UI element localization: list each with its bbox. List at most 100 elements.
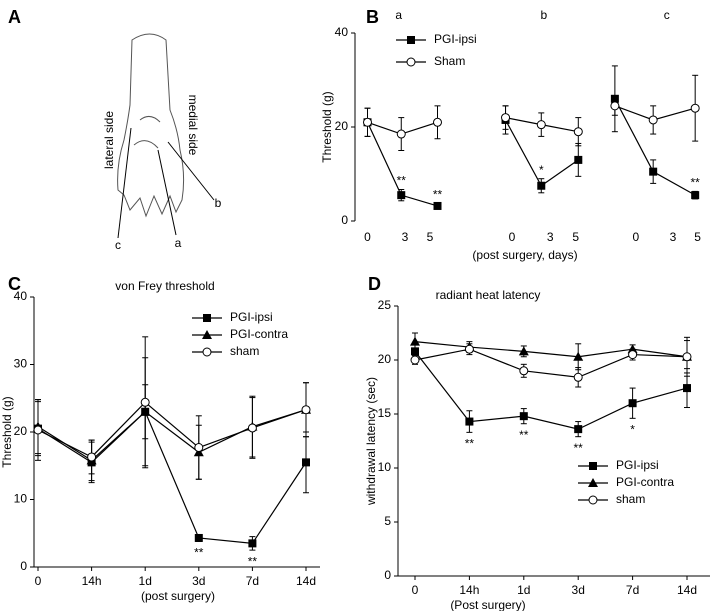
marker [194, 533, 203, 542]
marker [574, 425, 583, 434]
diagram-label: c [115, 238, 121, 252]
diagram-label: lateral side [102, 111, 116, 169]
y-tick-label: 30 [14, 357, 28, 371]
marker [410, 336, 420, 346]
marker [519, 412, 528, 421]
marker [140, 397, 150, 407]
marker [573, 351, 584, 361]
legend-label: sham [616, 492, 645, 506]
x-tick-label: 7d [626, 583, 639, 597]
x-axis-label: (post surgery, days) [472, 248, 577, 262]
series-line [37, 401, 307, 458]
annotation: ** [574, 441, 584, 455]
x-tick-label: 3 [547, 230, 554, 244]
panel-subtitle: b [540, 8, 547, 22]
paw-pads [133, 116, 161, 149]
annotation: ** [194, 546, 204, 560]
marker [433, 117, 442, 127]
marker [649, 167, 658, 176]
marker [628, 350, 638, 360]
legend-label: PGI-contra [230, 327, 288, 341]
marker [573, 127, 583, 137]
x-tick-label: 0 [633, 230, 640, 244]
marker [690, 103, 700, 113]
y-tick-label: 25 [378, 298, 392, 312]
x-tick-label: 5 [427, 230, 434, 244]
panel-subtitle: a [395, 8, 402, 22]
annotation: * [630, 422, 635, 436]
marker [411, 347, 419, 356]
paw-outline [117, 33, 185, 218]
x-tick-label: 14h [459, 583, 479, 597]
legend-marker [202, 330, 212, 339]
y-tick-label: 20 [335, 119, 349, 133]
marker [87, 452, 97, 462]
x-tick-label: 3 [402, 230, 409, 244]
x-tick-label: 0 [35, 574, 42, 588]
series-line [37, 410, 307, 545]
marker [691, 191, 700, 200]
legend-label: PGI-ipsi [434, 32, 477, 46]
diagram-label: a [175, 236, 182, 250]
panel-subtitle: c [664, 8, 670, 22]
pointer-line [167, 141, 215, 201]
x-tick-label: 3d [572, 583, 585, 597]
x-tick-label: 1d [139, 574, 152, 588]
panel-label: B [366, 7, 379, 27]
y-axis-label: withdrawal latency (sec) [364, 377, 378, 506]
legend-marker [407, 36, 415, 44]
y-tick-label: 0 [384, 568, 391, 582]
x-tick-label: 3 [670, 230, 677, 244]
x-tick-label: 14h [82, 574, 102, 588]
y-tick-label: 10 [378, 460, 392, 474]
marker [396, 129, 406, 139]
y-tick-label: 5 [384, 514, 391, 528]
marker [682, 352, 692, 362]
marker [501, 113, 511, 123]
marker [610, 101, 620, 111]
pointer-line [157, 149, 177, 236]
panel-label: D [368, 274, 381, 294]
annotation: * [539, 163, 544, 177]
legend-marker [406, 57, 416, 67]
paw-diagram [117, 33, 215, 239]
y-tick-label: 10 [14, 492, 28, 506]
x-tick-label: 14d [677, 583, 697, 597]
y-tick-label: 40 [14, 289, 28, 303]
marker [301, 405, 311, 415]
annotation: ** [397, 174, 407, 188]
x-tick-label: 14d [296, 574, 316, 588]
pointer-line [117, 127, 132, 239]
legend-label: sham [230, 344, 259, 358]
annotation: ** [519, 428, 529, 442]
x-tick-label: 0 [364, 230, 371, 244]
x-tick-label: 0 [509, 230, 516, 244]
annotation: ** [433, 187, 443, 201]
chart-title: radiant heat latency [436, 288, 541, 302]
series-line [414, 348, 688, 378]
marker [363, 117, 372, 127]
y-axis-label: Threshold (g) [320, 91, 334, 162]
marker [648, 115, 658, 125]
series-line [37, 409, 307, 462]
y-tick-label: 0 [20, 559, 27, 573]
marker [464, 344, 474, 354]
chart-title: von Frey threshold [115, 279, 214, 293]
legend-marker [589, 462, 597, 470]
legend-label: Sham [434, 54, 465, 68]
marker [518, 346, 529, 356]
panel-label: A [8, 7, 21, 27]
y-tick-label: 40 [335, 25, 349, 39]
x-tick-label: 1d [517, 583, 530, 597]
series-line [414, 350, 688, 430]
y-tick-label: 20 [14, 424, 28, 438]
legend-marker [588, 478, 598, 487]
marker [537, 181, 546, 190]
x-tick-label: 3d [192, 574, 205, 588]
legend-label: PGI-ipsi [616, 458, 659, 472]
y-tick-label: 0 [341, 213, 348, 227]
marker [536, 120, 546, 130]
annotation: ** [465, 437, 475, 451]
marker [519, 366, 529, 376]
